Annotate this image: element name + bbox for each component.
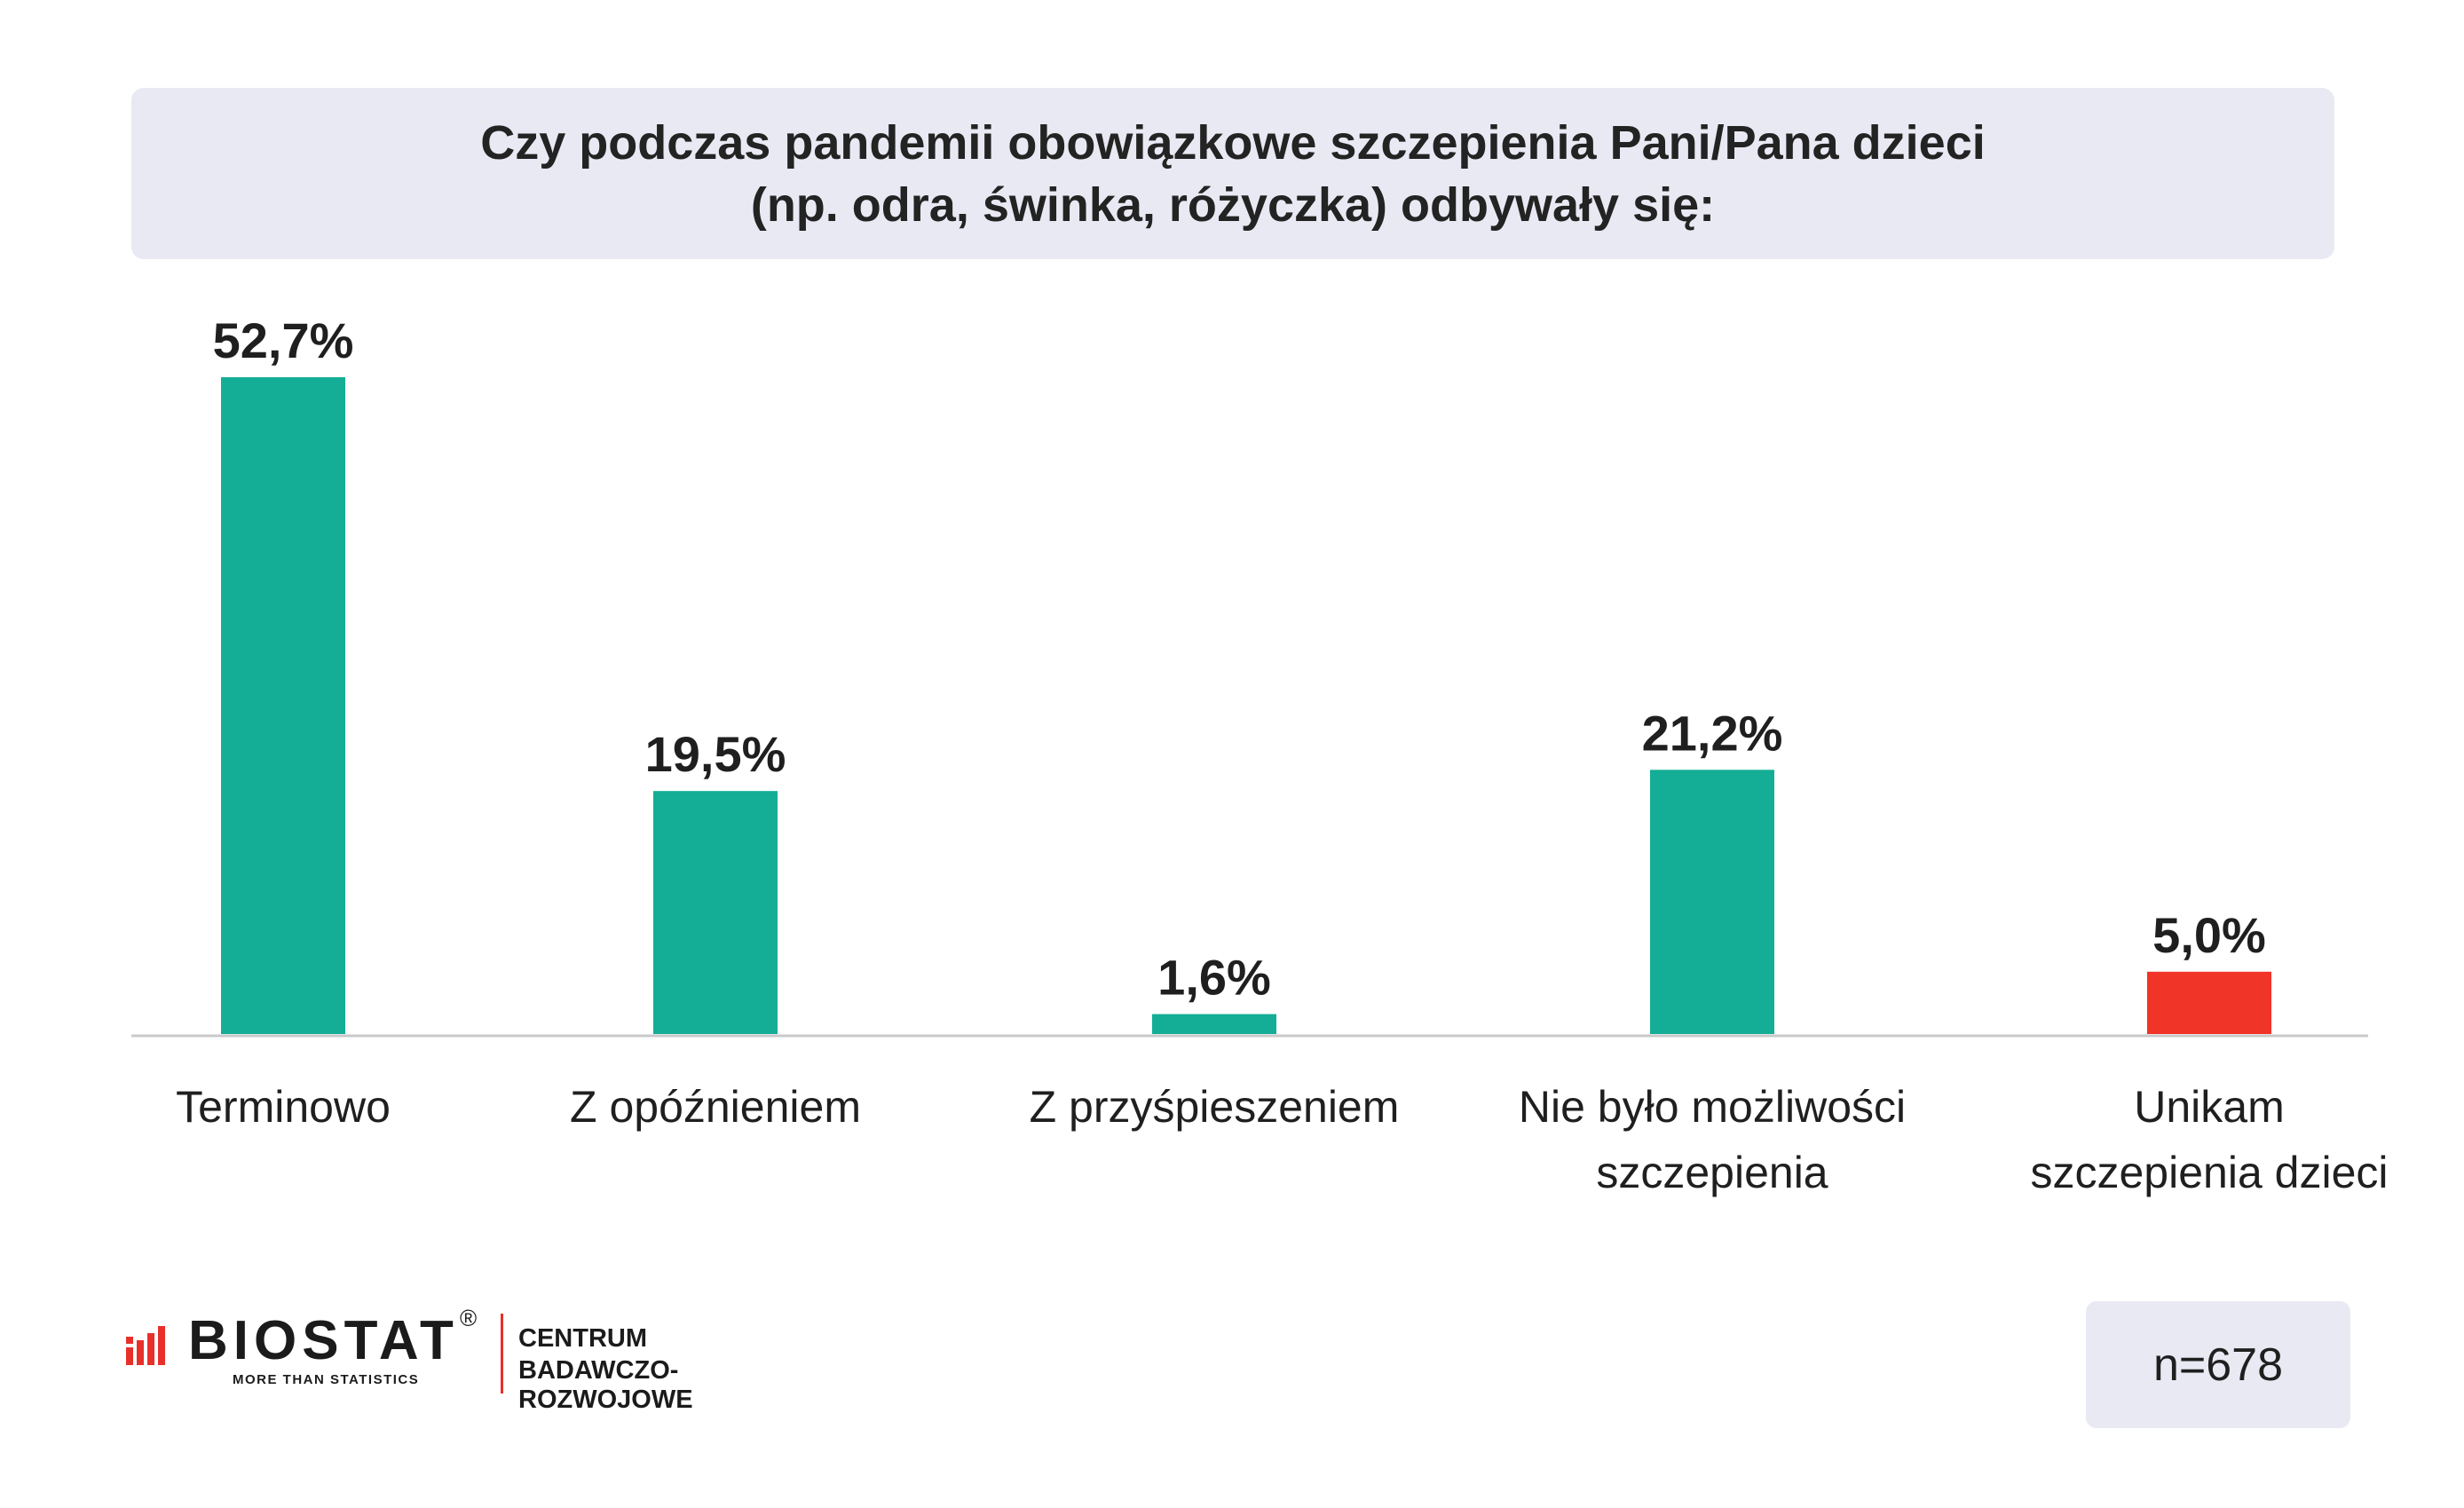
logo-center-line-2: BADAWCZO-ROZWOJOWE xyxy=(518,1356,693,1414)
category-label-4: Nie było możliwości szczepienia xyxy=(1464,1074,1961,1205)
value-label-4: 21,2% xyxy=(1642,705,1783,761)
category-label-4-line-1: Nie było możliwości xyxy=(1518,1082,1907,1132)
biostat-logo: BIOSTAT ® MORE THAN STATISTICS CENTRUM B… xyxy=(124,1305,852,1414)
sample-size-badge: n=678 xyxy=(2086,1301,2350,1428)
bar-3 xyxy=(1152,1014,1276,1034)
logo-bars-icon xyxy=(126,1326,165,1365)
chart-title-line-2: (np. odra, świnka, różyczka) odbywały si… xyxy=(750,178,1716,232)
category-label-5: Unikam szczepienia dzieci xyxy=(1961,1074,2458,1205)
chart-title-line-1: Czy podczas pandemii obowiązkowe szczepi… xyxy=(480,115,1986,170)
bar-5 xyxy=(2147,971,2271,1034)
value-label-5: 5,0% xyxy=(2152,907,2266,963)
bar-1 xyxy=(221,377,345,1034)
value-label-1: 52,7% xyxy=(213,312,354,368)
category-label-1-line-1: Terminowo xyxy=(176,1082,391,1132)
category-label-4-line-2: szczepienia xyxy=(1596,1148,1828,1197)
logo-center-line-1: CENTRUM xyxy=(518,1324,647,1353)
category-label-2-line-1: Z opóźnieniem xyxy=(570,1082,861,1132)
value-label-2: 19,5% xyxy=(645,726,786,782)
category-label-2: Z opóźnieniem xyxy=(467,1074,964,1140)
logo-tagline: MORE THAN STATISTICS xyxy=(233,1372,420,1387)
logo-brand: BIOSTAT xyxy=(188,1310,459,1371)
bar-2 xyxy=(653,791,778,1034)
logo-divider xyxy=(501,1314,503,1394)
category-label-3: Z przyśpieszeniem xyxy=(966,1074,1463,1140)
bar-chart: 52,7% 19,5% 1,6% 21,2% 5,0% xyxy=(131,312,2368,1038)
category-label-5-line-1: Unikam xyxy=(2134,1082,2285,1132)
chart-title-box: Czy podczas pandemii obowiązkowe szczepi… xyxy=(131,88,2334,259)
category-label-5-line-2: szczepienia dzieci xyxy=(2030,1148,2389,1197)
value-label-3: 1,6% xyxy=(1157,950,1271,1006)
category-label-1: Terminowo xyxy=(35,1074,532,1140)
bar-4 xyxy=(1650,770,1774,1034)
logo-registered-mark: ® xyxy=(460,1305,478,1331)
category-label-3-line-1: Z przyśpieszeniem xyxy=(1029,1082,1400,1132)
